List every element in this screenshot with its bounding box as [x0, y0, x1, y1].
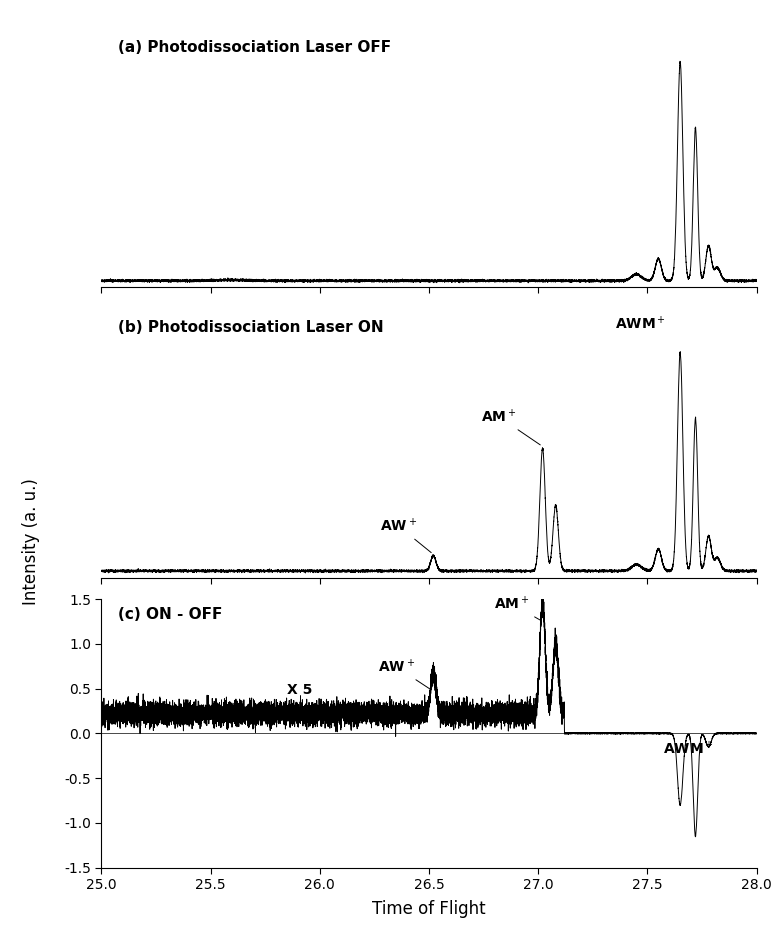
X-axis label: Time of Flight: Time of Flight [372, 900, 486, 918]
Text: AW$^+$: AW$^+$ [380, 517, 431, 552]
Text: (b) Photodissociation Laser ON: (b) Photodissociation Laser ON [118, 320, 384, 335]
Text: (c) ON - OFF: (c) ON - OFF [118, 607, 222, 622]
Text: AM$^+$: AM$^+$ [481, 408, 541, 445]
Text: (a) Photodissociation Laser OFF: (a) Photodissociation Laser OFF [118, 40, 391, 55]
Text: AWM$^+$: AWM$^+$ [663, 740, 714, 757]
Text: AWM$^+$: AWM$^+$ [615, 315, 665, 333]
Text: X 5: X 5 [287, 683, 313, 697]
Text: Intensity (a. u.): Intensity (a. u.) [22, 478, 41, 605]
Text: AM$^+$: AM$^+$ [495, 595, 540, 620]
Text: AW$^+$: AW$^+$ [378, 658, 431, 689]
